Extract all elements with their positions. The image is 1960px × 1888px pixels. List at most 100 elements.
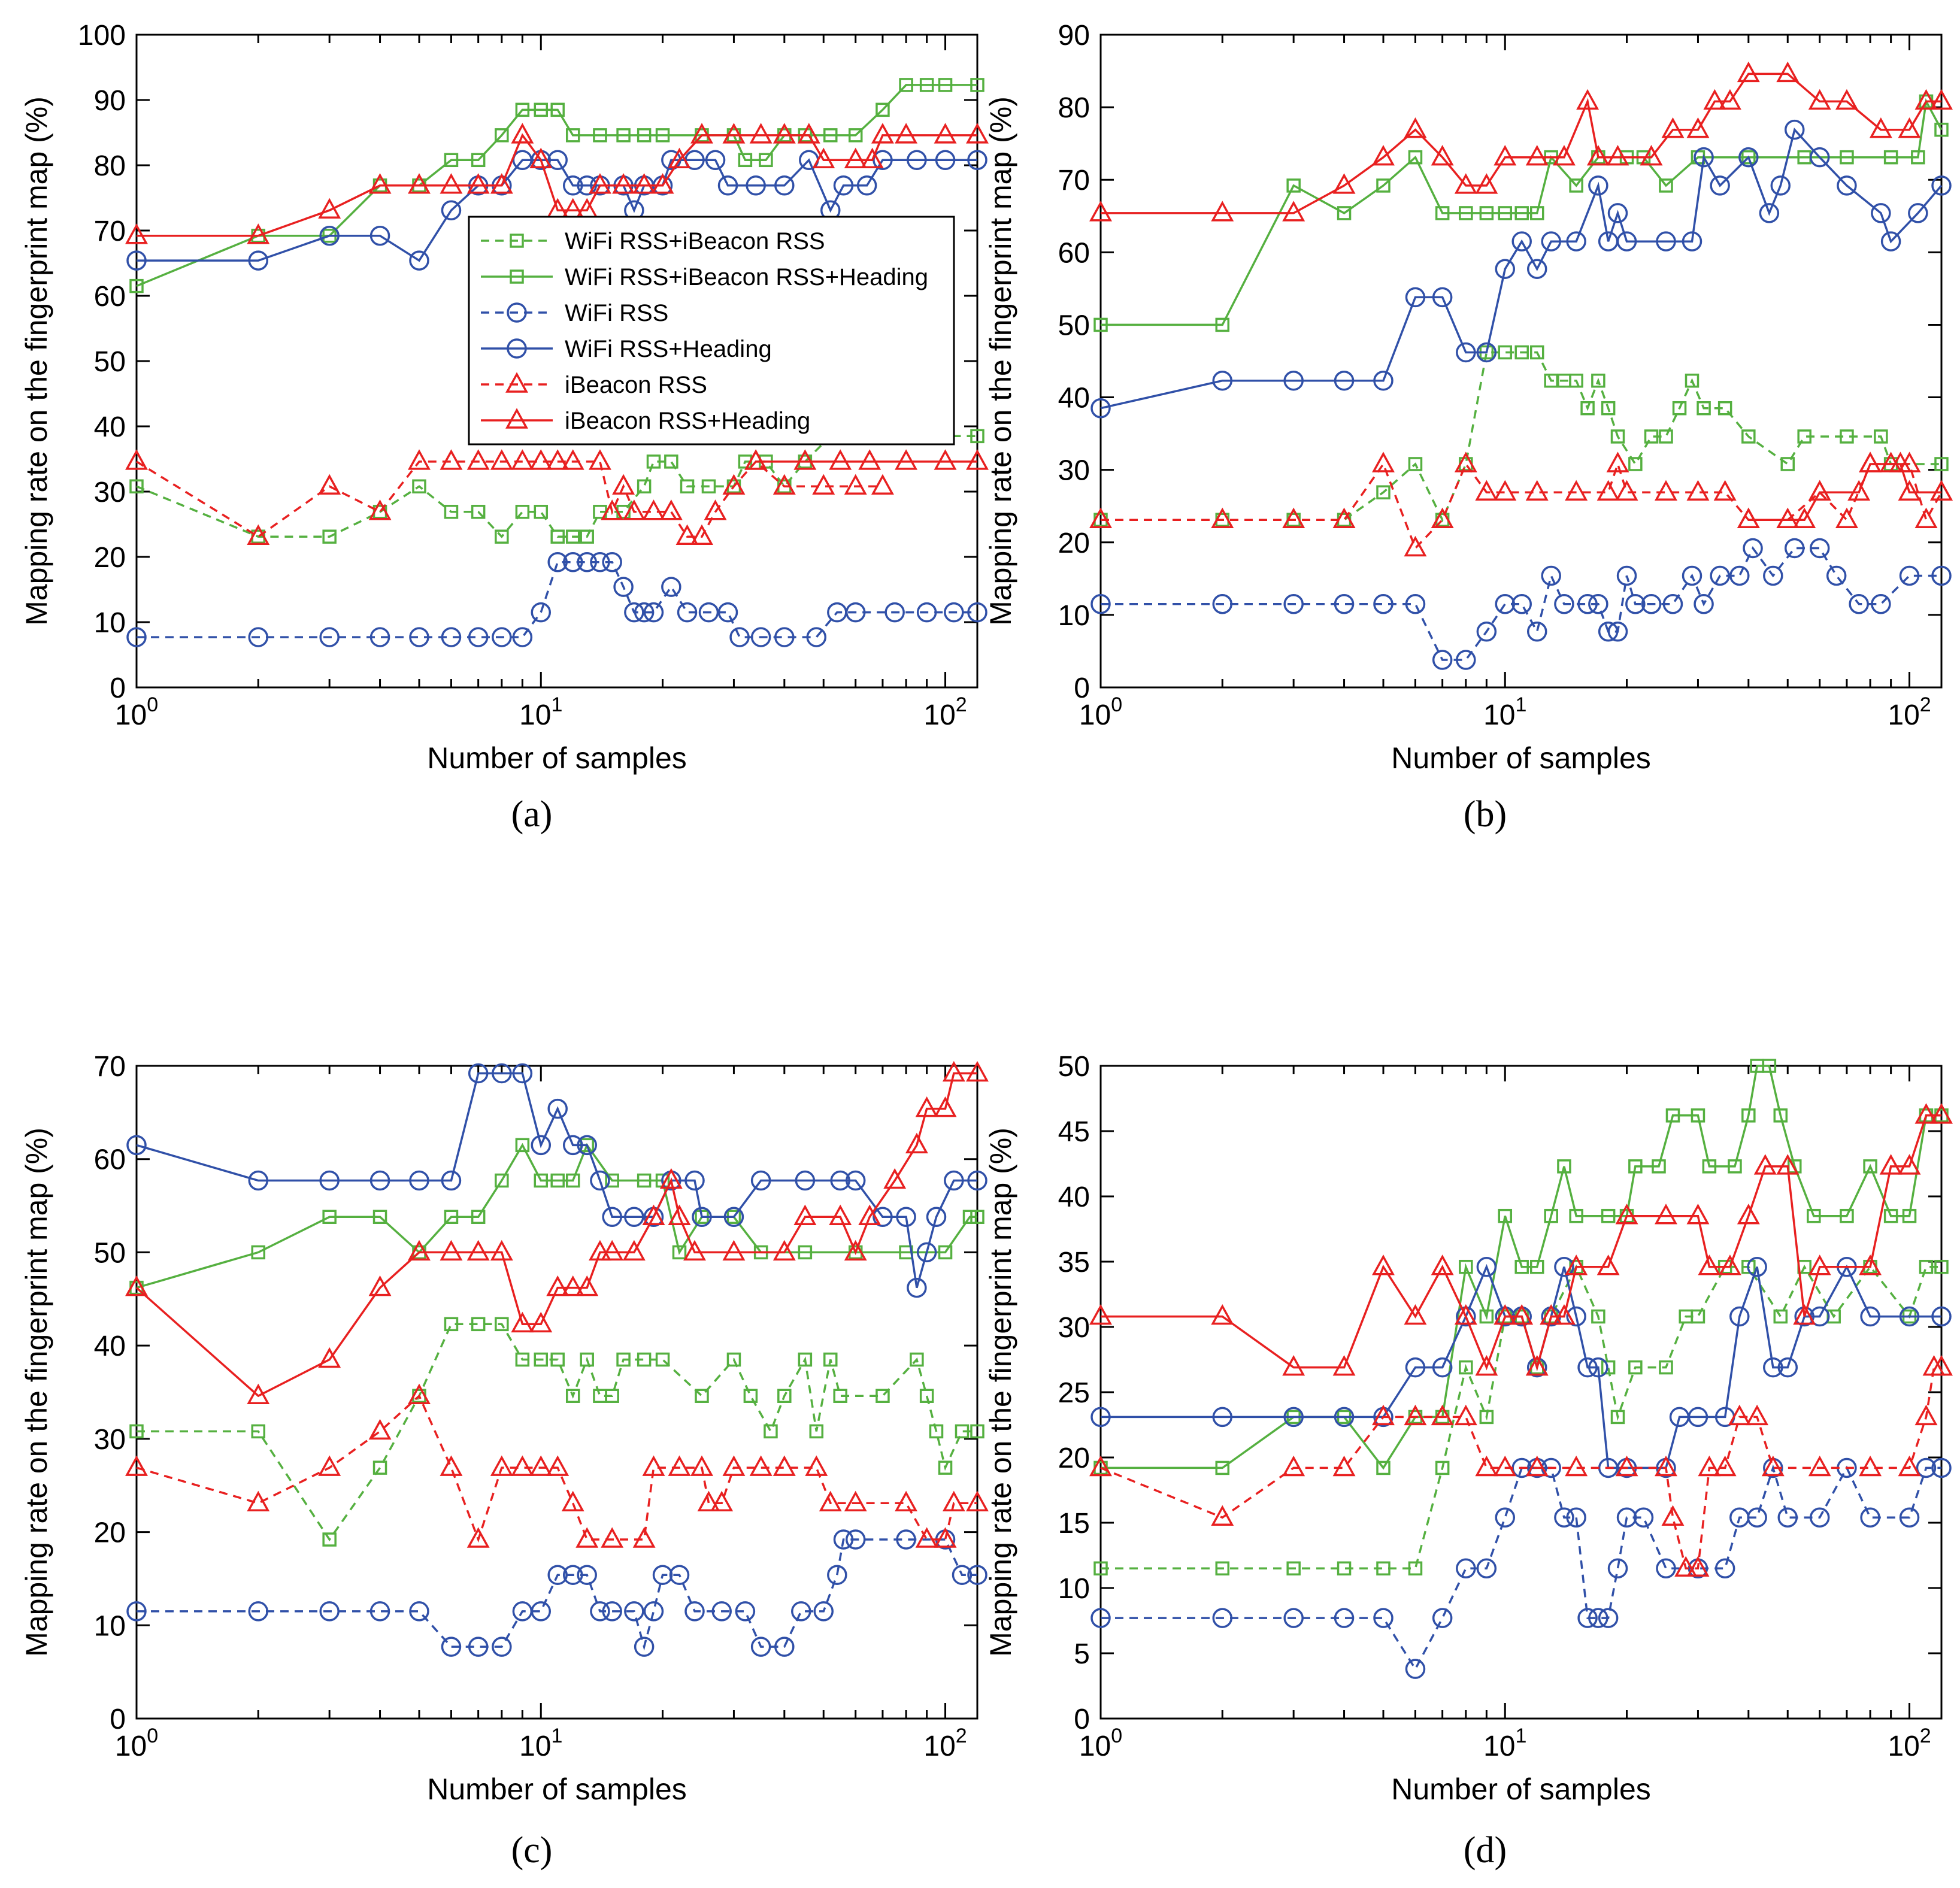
data-point-circle xyxy=(935,150,956,171)
data-point-circle xyxy=(1743,538,1763,559)
data-point-triangle xyxy=(749,1455,773,1476)
data-point-square xyxy=(919,78,934,92)
data-point-circle xyxy=(492,627,512,647)
data-point-circle xyxy=(409,250,429,271)
data-point-circle xyxy=(1526,621,1547,642)
data-point-circle xyxy=(750,1637,771,1657)
x-tick-label: 100 xyxy=(115,693,158,731)
series-line xyxy=(1101,72,1941,214)
data-point-triangle xyxy=(1640,145,1663,166)
data-point-square xyxy=(1376,1561,1391,1576)
data-point-square xyxy=(1883,150,1898,165)
data-point-square xyxy=(565,1173,580,1188)
data-point-circle xyxy=(319,627,340,647)
data-point-triangle xyxy=(1282,1455,1305,1477)
data-point-triangle xyxy=(1737,1204,1760,1225)
data-point-triangle xyxy=(1404,1404,1427,1426)
data-point-square xyxy=(1459,206,1473,220)
data-point-circle xyxy=(1899,565,1920,586)
data-point-circle xyxy=(926,1207,947,1228)
data-point-triangle xyxy=(1494,145,1517,166)
series-ibeacon-rss-heading xyxy=(125,1060,989,1404)
data-point-triangle xyxy=(1431,1254,1454,1275)
data-point-triangle xyxy=(934,449,957,470)
data-point-circle xyxy=(1662,593,1683,614)
data-point-circle xyxy=(577,1135,597,1156)
data-point-circle xyxy=(562,1565,583,1585)
data-point-triangle xyxy=(1475,1455,1498,1477)
data-point-circle xyxy=(944,602,964,623)
data-point-square xyxy=(495,1173,509,1188)
y-tick-label: 20 xyxy=(1058,1442,1090,1474)
data-point-circle xyxy=(1456,1558,1476,1579)
data-point-triangle xyxy=(871,474,894,495)
y-tick-label: 100 xyxy=(78,20,126,51)
data-point-triangle xyxy=(812,474,835,495)
data-point-triangle xyxy=(125,449,148,470)
data-point-triangle xyxy=(1211,201,1234,222)
data-point-square xyxy=(798,1245,813,1260)
data-point-square xyxy=(637,128,652,143)
data-point-circle xyxy=(856,175,877,196)
data-point-square xyxy=(1479,1309,1494,1324)
data-point-circle xyxy=(1212,1407,1233,1428)
data-point-circle xyxy=(813,1601,834,1622)
data-point-triangle xyxy=(934,1527,957,1548)
data-point-square xyxy=(444,505,459,519)
data-point-circle xyxy=(661,577,681,597)
data-point-circle xyxy=(669,1565,690,1585)
data-point-square xyxy=(1514,1259,1529,1274)
data-point-circle xyxy=(1334,1608,1355,1628)
data-point-triangle xyxy=(1565,1455,1588,1477)
data-point-square xyxy=(550,102,565,117)
x-axis-label: Number of samples xyxy=(1391,741,1651,775)
data-point-circle xyxy=(468,1637,489,1657)
data-point-circle xyxy=(441,200,462,220)
data-point-square xyxy=(1934,122,1949,137)
y-tick-label: 0 xyxy=(1074,1704,1090,1735)
data-point-square xyxy=(646,454,661,469)
data-point-circle xyxy=(562,175,583,196)
legend-marker-circle xyxy=(507,338,527,359)
data-point-square xyxy=(1773,1309,1788,1324)
data-point-circle xyxy=(634,1637,655,1657)
data-point-circle xyxy=(1694,147,1714,168)
data-point-square xyxy=(823,128,838,143)
y-tick-label: 70 xyxy=(94,216,126,247)
data-point-triangle xyxy=(1808,1455,1831,1477)
data-point-square xyxy=(1093,1561,1108,1576)
chart-panel-a: 0 10 20 30 40 50 60 70 80 90 100 100 101 102 Number of… xyxy=(20,20,989,835)
data-point-circle xyxy=(1566,1507,1586,1528)
data-point-triangle xyxy=(1454,1404,1477,1426)
data-point-circle xyxy=(1899,1306,1920,1327)
data-point-circle xyxy=(1763,1357,1783,1378)
data-point-circle xyxy=(562,1135,583,1156)
data-point-circle xyxy=(547,150,568,171)
data-point-triangle xyxy=(1761,1455,1785,1477)
data-point-square xyxy=(1919,1259,1934,1274)
series-ibeacon-rss xyxy=(125,1383,989,1548)
data-point-square xyxy=(1773,1108,1788,1123)
data-point-circle xyxy=(1641,593,1662,614)
data-point-triangle xyxy=(588,173,611,194)
data-point-circle xyxy=(1334,593,1355,614)
data-point-triangle xyxy=(440,1240,463,1261)
y-tick-label: 90 xyxy=(1058,20,1090,51)
data-point-circle xyxy=(577,1565,597,1585)
data-point-circle xyxy=(1763,565,1783,586)
data-point-square xyxy=(929,1424,944,1439)
data-point-circle xyxy=(1511,231,1532,251)
legend-marker-square xyxy=(510,269,524,284)
data-point-triangle xyxy=(247,1490,270,1512)
data-point-triangle xyxy=(1606,451,1629,472)
data-point-square xyxy=(1093,317,1108,332)
data-point-square xyxy=(672,1245,687,1260)
data-point-triangle xyxy=(915,1096,938,1117)
data-point-circle xyxy=(1526,259,1547,279)
data-point-circle xyxy=(1554,593,1574,614)
series-wifi-rss-ibeacon-rss-heading xyxy=(1093,1059,1949,1475)
data-point-circle xyxy=(1931,175,1952,196)
data-point-square xyxy=(1569,178,1583,193)
data-point-circle xyxy=(441,627,462,647)
